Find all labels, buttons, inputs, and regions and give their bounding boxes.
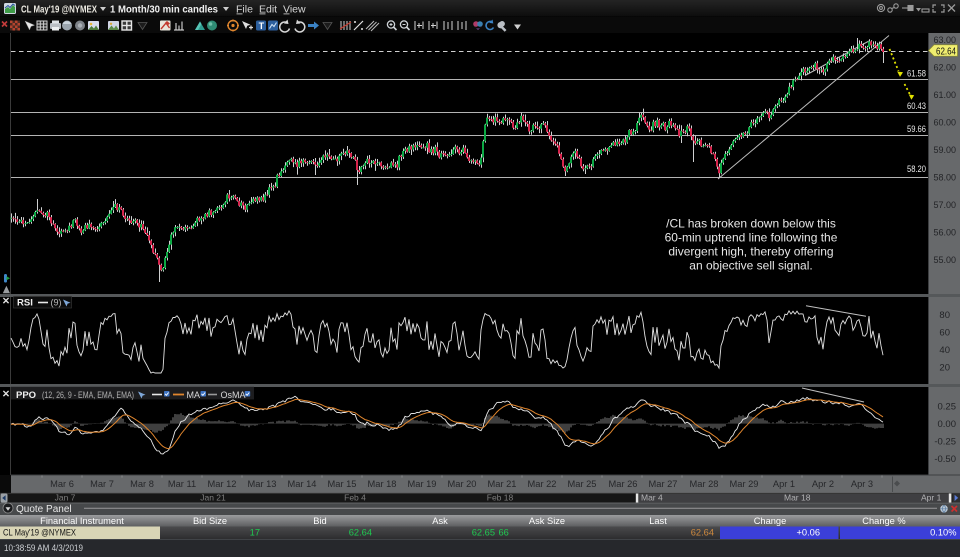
svg-text:1 Month/30 min candles: 1 Month/30 min candles	[110, 4, 218, 16]
svg-text:56.00: 56.00	[934, 228, 957, 239]
svg-text:Change %: Change %	[862, 516, 905, 526]
svg-text:Mar 7: Mar 7	[90, 479, 114, 489]
svg-text:58.00: 58.00	[934, 173, 957, 184]
svg-text:58.20: 58.20	[907, 164, 926, 174]
svg-text:/CL has broken down below this: /CL has broken down below this	[666, 217, 836, 231]
svg-text:17: 17	[250, 528, 260, 538]
svg-text:Quote Panel: Quote Panel	[16, 504, 72, 515]
svg-text:Mar 18: Mar 18	[368, 479, 397, 489]
svg-text:20: 20	[939, 362, 950, 373]
svg-text:60-min uptrend line following: 60-min uptrend line following the	[665, 231, 838, 245]
svg-text:60.43: 60.43	[907, 101, 926, 111]
svg-text:62.65: 62.65	[472, 528, 495, 538]
svg-text:+0.06: +0.06	[796, 528, 820, 538]
svg-text:Feb 4: Feb 4	[344, 493, 366, 503]
svg-text:View: View	[283, 4, 306, 16]
svg-text:66: 66	[499, 528, 509, 538]
svg-text:Last: Last	[649, 516, 667, 526]
svg-text:Mar 19: Mar 19	[408, 479, 437, 489]
svg-text:Mar 8: Mar 8	[130, 479, 154, 489]
svg-text:Mar 25: Mar 25	[568, 479, 597, 489]
svg-text:Mar 27: Mar 27	[649, 479, 678, 489]
svg-text:55.00: 55.00	[934, 255, 957, 266]
svg-text:0.00: 0.00	[938, 419, 957, 430]
svg-text:Apr 1: Apr 1	[921, 493, 942, 503]
svg-text:(9): (9)	[51, 298, 62, 308]
svg-text:-0.50: -0.50	[934, 454, 956, 465]
svg-text:61.00: 61.00	[934, 90, 957, 101]
svg-text:Ask: Ask	[432, 516, 448, 526]
svg-text:RSI: RSI	[17, 298, 33, 309]
svg-text:59.00: 59.00	[934, 145, 957, 156]
svg-text:Bid Size: Bid Size	[193, 516, 227, 526]
svg-text:PPO: PPO	[16, 390, 36, 401]
svg-text:✕: ✕	[2, 389, 10, 400]
svg-text:Apr 2: Apr 2	[812, 479, 834, 489]
svg-text:10:38:59 AM 4/3/2019: 10:38:59 AM 4/3/2019	[4, 543, 83, 553]
svg-text:40: 40	[939, 345, 950, 356]
svg-text:Mar 12: Mar 12	[208, 479, 237, 489]
svg-text:File: File	[236, 4, 253, 16]
svg-text:Jan 21: Jan 21	[200, 493, 226, 503]
svg-text:-0.25: -0.25	[934, 437, 956, 448]
svg-text:Apr 1: Apr 1	[773, 479, 795, 489]
svg-text:divergent high, thereby offeri: divergent high, thereby offering	[668, 245, 833, 259]
svg-text:63.00: 63.00	[934, 35, 957, 46]
svg-text:57.00: 57.00	[934, 200, 957, 211]
svg-text:60.00: 60.00	[934, 118, 957, 129]
svg-text:Apr 3: Apr 3	[851, 479, 873, 489]
svg-text:Mar 11: Mar 11	[168, 479, 196, 489]
svg-text:Mar 4: Mar 4	[641, 493, 663, 503]
svg-text:✕: ✕	[2, 296, 10, 307]
svg-text:OsMA: OsMA	[221, 390, 246, 400]
svg-text:T: T	[259, 21, 265, 31]
svg-text:Bid: Bid	[313, 516, 326, 526]
svg-text:CL May'19 @NYMEX: CL May'19 @NYMEX	[21, 4, 97, 16]
svg-text:62.00: 62.00	[934, 63, 957, 74]
svg-text:Change: Change	[754, 516, 787, 526]
svg-text:Jan 7: Jan 7	[55, 493, 76, 503]
svg-text:Mar 28: Mar 28	[690, 479, 719, 489]
svg-text:(12, 26, 9 - EMA, EMA, EMA): (12, 26, 9 - EMA, EMA, EMA)	[42, 390, 134, 400]
svg-text:Mar 6: Mar 6	[50, 479, 74, 489]
svg-text:Mar 22: Mar 22	[528, 479, 557, 489]
svg-text:CL May'19 @NYMEX: CL May'19 @NYMEX	[3, 528, 76, 538]
svg-text:Mar 26: Mar 26	[609, 479, 638, 489]
svg-text:60: 60	[939, 327, 950, 338]
svg-text:Mar 20: Mar 20	[448, 479, 477, 489]
svg-text:Edit: Edit	[259, 4, 277, 16]
svg-text:Mar 21: Mar 21	[488, 479, 517, 489]
svg-text:Ask Size: Ask Size	[529, 516, 565, 526]
svg-text:MA: MA	[187, 390, 201, 400]
svg-text:59.66: 59.66	[907, 124, 926, 134]
svg-text:61.58: 61.58	[907, 69, 926, 79]
svg-text:Mar 15: Mar 15	[328, 479, 357, 489]
svg-text:Mar 29: Mar 29	[730, 479, 759, 489]
svg-text:62.64: 62.64	[691, 528, 714, 538]
svg-text:Mar 14: Mar 14	[288, 479, 317, 489]
svg-text:Financial Instrument: Financial Instrument	[40, 516, 124, 526]
svg-text:0.25: 0.25	[938, 402, 957, 413]
svg-text:Feb 18: Feb 18	[487, 493, 514, 503]
svg-text:62.64: 62.64	[936, 47, 956, 58]
svg-text:80: 80	[939, 310, 950, 321]
svg-text:Mar 13: Mar 13	[248, 479, 277, 489]
svg-text:62.64: 62.64	[349, 528, 372, 538]
svg-text:Mar 18: Mar 18	[784, 493, 811, 503]
svg-text:0.10%: 0.10%	[930, 528, 956, 538]
svg-text:an objective sell signal.: an objective sell signal.	[689, 259, 812, 273]
